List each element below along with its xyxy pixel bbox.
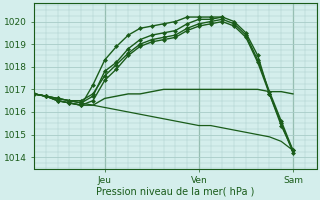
X-axis label: Pression niveau de la mer( hPa ): Pression niveau de la mer( hPa ) (96, 187, 254, 197)
